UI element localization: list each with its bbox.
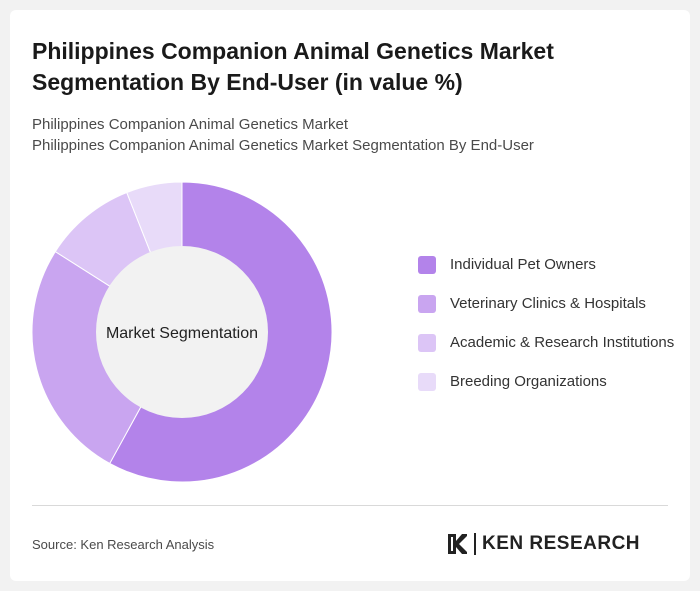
logo-separator	[474, 533, 476, 555]
legend-label: Breeding Organizations	[450, 373, 607, 390]
legend-swatch	[418, 295, 436, 313]
subtitle-line-2: Philippines Companion Animal Genetics Ma…	[32, 137, 534, 154]
donut-hole	[96, 246, 268, 418]
legend-item: Breeding Organizations	[418, 371, 688, 393]
divider	[32, 505, 668, 506]
source-note: Source: Ken Research Analysis	[32, 537, 215, 552]
chart-subtitle: Philippines Companion Animal Genetics Ma…	[32, 114, 652, 156]
brand-name: KEN RESEARCH	[482, 533, 641, 554]
legend-item: Academic & Research Institutions	[418, 332, 688, 354]
legend-item: Individual Pet Owners	[418, 254, 688, 276]
legend-swatch	[418, 256, 436, 274]
chart-card: Philippines Companion Animal Genetics Ma…	[10, 10, 690, 581]
legend-label: Academic & Research Institutions	[450, 334, 675, 351]
legend-swatch	[418, 373, 436, 391]
center-label: Market Segmentation	[106, 325, 258, 342]
legend-swatch	[418, 334, 436, 352]
ken-research-logo-icon	[448, 534, 467, 554]
legend-item: Veterinary Clinics & Hospitals	[418, 293, 688, 315]
chart-title: Philippines Companion Animal Genetics Ma…	[32, 38, 554, 95]
legend: Individual Pet Owners Veterinary Clinics …	[418, 254, 688, 410]
legend-label: Individual Pet Owners	[450, 256, 596, 273]
donut-chart: Market Segmentation	[31, 181, 333, 483]
subtitle-line-1: Philippines Companion Animal Genetics Ma…	[32, 116, 348, 133]
legend-label: Veterinary Clinics & Hospitals	[450, 295, 646, 312]
ken-research-logo: KEN RESEARCH	[446, 530, 670, 558]
